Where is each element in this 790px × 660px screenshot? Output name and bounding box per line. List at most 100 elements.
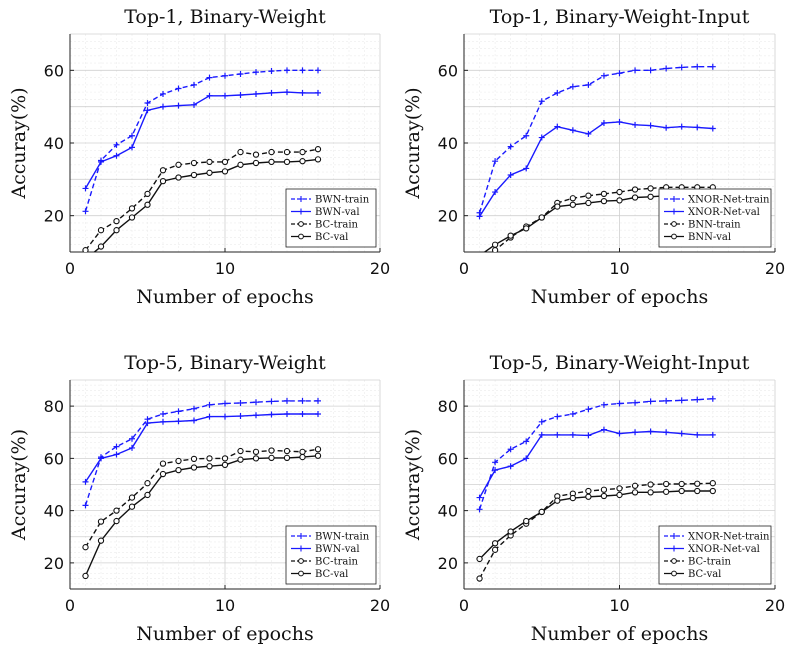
data-point xyxy=(476,213,483,220)
x-tick-label: 0 xyxy=(65,259,75,278)
data-point xyxy=(222,400,228,407)
data-point xyxy=(647,185,654,192)
data-point xyxy=(175,408,182,415)
legend-item: BNN-val xyxy=(664,232,731,243)
data-point xyxy=(268,148,275,156)
data-point xyxy=(159,460,167,467)
data-point xyxy=(144,201,151,208)
data-point xyxy=(98,455,104,462)
chart-panel-top1-binary-weight: Top-1, Binary-Weight Number of epochs Ac… xyxy=(8,6,390,308)
series-BWN-val xyxy=(82,410,321,485)
data-point xyxy=(538,134,545,141)
data-point xyxy=(113,227,120,234)
y-axis-label: Accuray(%) xyxy=(402,87,424,199)
data-point xyxy=(647,122,654,129)
y-tick-label: 60 xyxy=(438,449,458,468)
data-point xyxy=(191,417,197,424)
data-point xyxy=(284,67,290,74)
legend-item: BC-val xyxy=(291,232,348,243)
x-tick-label: 0 xyxy=(65,596,75,615)
x-tick-label: 10 xyxy=(609,596,629,615)
data-point xyxy=(616,70,623,77)
legend-item: BNN-train xyxy=(664,220,741,231)
series-line xyxy=(84,91,318,189)
data-point xyxy=(694,480,701,487)
data-point xyxy=(113,217,120,225)
data-point xyxy=(554,123,561,130)
data-point xyxy=(159,167,167,174)
data-point xyxy=(600,197,608,205)
series-BWN-train xyxy=(82,67,321,215)
data-point xyxy=(268,89,275,96)
x-axis-label: Number of epochs xyxy=(531,286,708,308)
data-point xyxy=(616,430,623,437)
data-point xyxy=(507,528,514,535)
chart-title: Top-1, Binary-Weight xyxy=(124,6,326,28)
legend-marker xyxy=(298,196,304,202)
data-point xyxy=(491,546,499,553)
data-point xyxy=(160,90,166,97)
data-point xyxy=(206,169,213,176)
data-point xyxy=(128,503,136,510)
data-point xyxy=(268,158,275,166)
data-point xyxy=(709,63,716,70)
series-XNOR-Net-val xyxy=(476,118,716,220)
data-point xyxy=(82,478,89,485)
data-point xyxy=(129,444,135,451)
data-point xyxy=(160,418,166,425)
data-point xyxy=(507,143,514,150)
series-line xyxy=(479,121,713,217)
data-point xyxy=(253,90,259,97)
data-point xyxy=(694,63,701,70)
legend-label: BC-val xyxy=(315,232,348,243)
data-point xyxy=(585,406,592,413)
data-point xyxy=(314,446,322,453)
chart-title: Top-1, Binary-Weight-Input xyxy=(490,6,750,28)
data-point xyxy=(82,247,89,252)
data-point xyxy=(616,188,623,196)
data-point xyxy=(491,241,499,248)
legend-marker xyxy=(671,558,677,564)
legend-marker xyxy=(298,233,304,240)
legend-item: BWN-train xyxy=(291,532,370,543)
series-line xyxy=(490,186,713,252)
series-BWN-val xyxy=(82,89,321,192)
data-point xyxy=(113,141,120,148)
data-point xyxy=(569,127,576,134)
data-point xyxy=(299,158,306,165)
data-point xyxy=(113,517,120,525)
data-point xyxy=(315,410,321,417)
data-point xyxy=(616,197,623,204)
legend-label: BWN-train xyxy=(315,195,370,206)
chart-panel-top1-binary-weight-input: Top-1, Binary-Weight-Input Number of epo… xyxy=(402,6,785,308)
data-point xyxy=(314,156,322,163)
data-point xyxy=(585,199,592,207)
data-point xyxy=(113,451,120,458)
series-line xyxy=(478,482,713,579)
legend-marker xyxy=(671,233,677,240)
data-point xyxy=(538,431,545,438)
data-point xyxy=(585,130,592,137)
legend-marker xyxy=(298,545,304,552)
data-point xyxy=(221,168,229,175)
data-point xyxy=(523,517,530,525)
legend-marker xyxy=(671,221,677,227)
data-point xyxy=(191,405,197,412)
data-point xyxy=(585,493,592,500)
data-point xyxy=(507,171,514,178)
data-point xyxy=(678,487,685,495)
legend-marker xyxy=(298,570,304,577)
x-tick-label: 20 xyxy=(370,596,390,615)
data-point xyxy=(98,158,104,165)
data-point xyxy=(113,443,120,450)
data-point xyxy=(159,177,167,185)
data-point xyxy=(631,482,639,489)
data-point xyxy=(97,243,105,250)
legend-marker xyxy=(298,221,304,227)
data-point xyxy=(600,492,608,500)
data-point xyxy=(97,227,105,234)
data-point xyxy=(523,132,530,139)
data-point xyxy=(694,396,701,403)
data-point xyxy=(268,398,275,405)
